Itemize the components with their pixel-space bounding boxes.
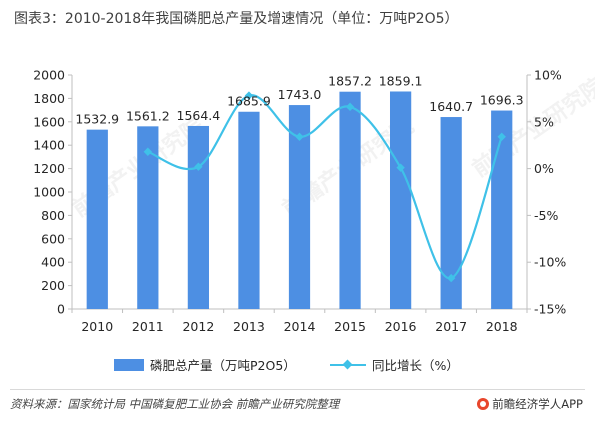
bar (137, 126, 159, 309)
x-tick-label: 2013 (233, 319, 265, 334)
growth-point (446, 273, 456, 283)
bar (86, 129, 108, 309)
x-tick-label: 2015 (334, 319, 366, 334)
brand: 前瞻经济学人APP (477, 396, 583, 412)
y-left-tick-label: 800 (41, 208, 65, 223)
y-left-tick-label: 2000 (33, 68, 65, 83)
y-right-tick-label: 0% (534, 161, 554, 176)
y-left-tick-label: 600 (41, 231, 65, 246)
bar-data-label: 1685.9 (227, 94, 271, 109)
growth-point (194, 162, 203, 171)
growth-point (345, 102, 355, 112)
y-right-tick-label: 5% (534, 114, 554, 129)
y-left-tick-label: 200 (41, 278, 65, 293)
bar-data-label: 1640.7 (429, 99, 473, 114)
growth-point (143, 147, 153, 156)
bar-data-label: 1561.2 (126, 108, 170, 123)
bar-data-label: 1564.4 (177, 108, 221, 123)
y-left-tick-label: 1200 (33, 161, 65, 176)
bar-data-label: 1857.2 (328, 74, 372, 89)
x-tick-label: 2010 (81, 319, 113, 334)
brand-name: 前瞻经济学人APP (492, 397, 583, 411)
growth-point (244, 91, 254, 100)
growth-point (295, 132, 304, 141)
y-right-tick-label: -15% (534, 302, 566, 317)
source-note: 资料来源：国家统计局 中国磷复肥工业协会 前瞻产业研究院整理 (10, 397, 340, 411)
legend-swatch-line (330, 359, 366, 371)
y-left-tick-label: 0 (57, 302, 65, 317)
legend-swatch-bar (114, 358, 144, 371)
x-tick-label: 2011 (132, 319, 164, 334)
bar (187, 125, 210, 309)
y-right-tick-label: 10% (534, 68, 562, 83)
bar-data-label: 1859.1 (379, 73, 423, 88)
y-left-tick-label: 1800 (33, 91, 65, 106)
chart-title: 图表3：2010-2018年我国磷肥总产量及增速情况（单位：万吨P2O5） (14, 11, 459, 27)
bar-data-label: 1743.0 (278, 87, 322, 102)
footer-divider (10, 389, 585, 390)
y-left-tick-label: 1400 (33, 138, 65, 153)
bar (288, 105, 311, 309)
y-left-tick-label: 400 (41, 255, 65, 270)
bar (440, 117, 462, 309)
x-tick-label: 2016 (385, 319, 417, 334)
legend: 磷肥总产量（万吨P2O5） 同比增长（%） (0, 355, 595, 375)
bar (339, 91, 361, 309)
legend-item-line: 同比增长（%） (330, 355, 459, 374)
bar (238, 111, 260, 310)
x-tick-label: 2018 (486, 319, 518, 334)
legend-diamond-marker (342, 359, 353, 369)
footer: 资料来源：国家统计局 中国磷复肥工业协会 前瞻产业研究院整理 前瞻经济学人APP (10, 396, 583, 414)
legend-label-line: 同比增长（%） (372, 358, 459, 373)
qianzhan-logo-icon (477, 398, 490, 410)
bar-data-label: 1696.3 (480, 93, 524, 108)
legend-label-bar: 磷肥总产量（万吨P2O5） (150, 358, 296, 373)
x-tick-label: 2012 (182, 319, 214, 334)
y-right-tick-label: -5% (534, 208, 558, 223)
x-tick-label: 2014 (284, 319, 316, 334)
y-right-tick-label: -10% (534, 255, 566, 270)
bar-data-label: 1532.9 (75, 112, 119, 127)
legend-item-bar: 磷肥总产量（万吨P2O5） (114, 355, 296, 374)
bar (389, 91, 412, 310)
x-tick-label: 2017 (435, 319, 467, 334)
growth-point (396, 163, 405, 172)
y-left-tick-label: 1000 (33, 185, 65, 200)
growth-point (497, 132, 506, 141)
bar (491, 110, 513, 309)
y-left-tick-label: 1600 (33, 114, 65, 129)
